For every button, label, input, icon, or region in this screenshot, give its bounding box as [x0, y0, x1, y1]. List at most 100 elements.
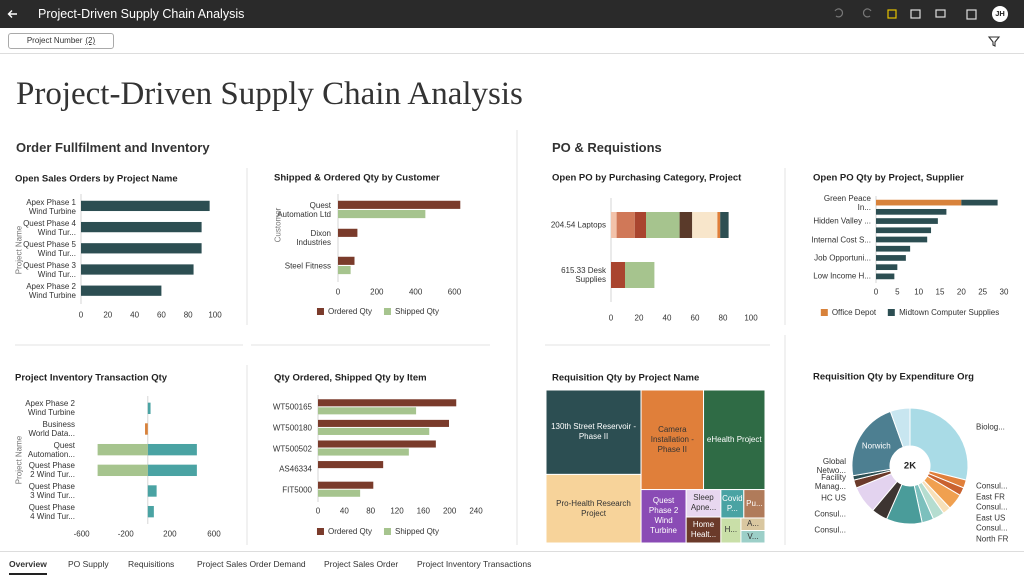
category-label: Apex Phase 2 Wind Turbine — [26, 282, 76, 301]
tab[interactable]: Project Sales Order — [324, 559, 399, 569]
x-tick-label: 40 — [130, 310, 140, 320]
tab[interactable]: PO Supply — [68, 559, 109, 569]
x-tick-label: 100 — [208, 310, 222, 320]
bar — [318, 419, 450, 427]
filter-icon[interactable] — [987, 34, 1001, 48]
category-label: WT500165 — [272, 402, 312, 412]
x-tick-label: -600 — [73, 529, 90, 539]
treemap-label: Sleep Apne... — [690, 493, 717, 513]
bar — [145, 423, 148, 435]
bar — [147, 485, 157, 497]
category-label: Job Opportuni... — [814, 253, 871, 263]
present-icon[interactable] — [910, 9, 921, 19]
edit-icon[interactable] — [887, 9, 897, 19]
bar — [338, 266, 351, 275]
slice-label: North FR — [976, 534, 1009, 544]
app-title: Project-Driven Supply Chain Analysis — [38, 7, 245, 21]
bar — [679, 212, 693, 238]
bar — [876, 264, 898, 271]
legend-item[interactable]: Office Depot — [820, 308, 876, 317]
section-heading: PO & Requistions — [552, 140, 662, 155]
legend-item[interactable]: Ordered Qty — [316, 307, 372, 316]
legend: Office Depot Midtown Computer Supplies — [820, 308, 999, 317]
title-bar: Project-Driven Supply Chain Analysis JH — [0, 0, 1024, 28]
legend-swatch — [316, 528, 324, 535]
category-label: Green Peace In... — [823, 193, 871, 212]
filter-badge: (2) — [85, 36, 96, 45]
tab[interactable]: Project Sales Order Demand — [197, 559, 306, 569]
bar — [81, 264, 194, 275]
category-label: Quest Automation Ltd — [277, 201, 331, 219]
treemap-label: Quest Phase 2 Wind Turbine — [648, 496, 679, 536]
tab[interactable]: Overview — [9, 559, 47, 575]
comment-icon[interactable] — [935, 9, 946, 18]
chart-title: Shipped & Ordered Qty by Customer — [274, 172, 440, 184]
bar — [876, 236, 928, 243]
legend-item[interactable]: Midtown Computer Supplies — [888, 308, 999, 317]
filter-bar: Project Number (2) — [0, 28, 1024, 54]
x-tick-label: 25 — [978, 287, 988, 297]
page-title: Project-Driven Supply Chain Analysis — [16, 76, 523, 112]
redo-icon[interactable] — [862, 8, 872, 18]
x-tick-label: 120 — [390, 506, 404, 516]
treemap-label: eHealth Project — [706, 434, 762, 444]
treemap-label: Pro-Health Research Project — [556, 498, 631, 518]
legend-label: Shipped Qty — [394, 527, 440, 536]
undo-icon[interactable] — [834, 8, 844, 18]
export-icon[interactable] — [966, 9, 977, 20]
category-label: Quest Phase 2 Wind Tur... — [28, 461, 75, 480]
slice-label: Global Netwo... — [816, 456, 846, 475]
x-tick-label: 30 — [999, 287, 1009, 297]
treemap-label: Pu... — [746, 498, 763, 508]
category-label: Low Income H... — [813, 271, 871, 281]
x-tick-label: 60 — [156, 310, 166, 320]
legend-item[interactable]: Shipped Qty — [383, 527, 440, 536]
slice-label: Consul... — [976, 481, 1008, 491]
legend-label: Midtown Computer Supplies — [899, 308, 1000, 317]
slice-label: Consul... — [814, 509, 846, 519]
slice-label: East FR — [976, 492, 1005, 502]
slice-label: Consul... — [976, 502, 1008, 512]
bar — [611, 212, 617, 238]
treemap-cell — [703, 389, 766, 491]
slice-label: East US — [976, 513, 1006, 523]
bar — [634, 212, 646, 238]
slice-label: Facility Manag... — [814, 472, 846, 491]
bar — [318, 489, 361, 497]
chart-title: Open PO by Purchasing Category, Project — [552, 172, 742, 184]
legend: Ordered Qty Shipped Qty — [316, 307, 439, 316]
bar — [81, 221, 202, 233]
treemap-label: Home Healt... — [690, 519, 717, 539]
legend-item[interactable]: Shipped Qty — [383, 307, 439, 316]
chart-title: Project Inventory Transaction Qty — [15, 372, 168, 384]
treemap-cell — [545, 389, 642, 475]
pie-slice — [851, 410, 904, 477]
bar — [876, 199, 962, 206]
user-avatar[interactable]: JH — [992, 6, 1008, 22]
tab[interactable]: Requisitions — [128, 559, 175, 569]
legend: Ordered Qty Shipped Qty — [316, 527, 440, 536]
x-tick-label: 80 — [366, 506, 376, 516]
bar — [338, 210, 426, 219]
slice-label: Biolog... — [976, 422, 1005, 432]
filter-chip[interactable]: Project Number (2) — [8, 33, 114, 49]
filter-label: Project Number — [26, 36, 83, 45]
x-tick-label: 100 — [744, 313, 758, 323]
bar — [318, 399, 457, 407]
bar — [318, 481, 374, 489]
bar — [318, 440, 436, 448]
category-label: Dixon Industries — [296, 229, 331, 247]
category-label: Apex Phase 1 Wind Turbine — [26, 197, 76, 216]
x-tick-label: 0 — [335, 287, 341, 297]
tab[interactable]: Project Inventory Transactions — [417, 559, 532, 569]
x-tick-label: 160 — [416, 506, 431, 516]
legend-swatch — [888, 309, 896, 316]
bar — [81, 243, 202, 254]
bar — [147, 464, 197, 477]
back-button[interactable] — [0, 0, 28, 28]
category-label: Hidden Valley ... — [813, 216, 871, 226]
y-axis-title: Project Name — [14, 435, 24, 485]
legend-item[interactable]: Ordered Qty — [316, 527, 372, 536]
category-label: FIT5000 — [282, 485, 312, 495]
